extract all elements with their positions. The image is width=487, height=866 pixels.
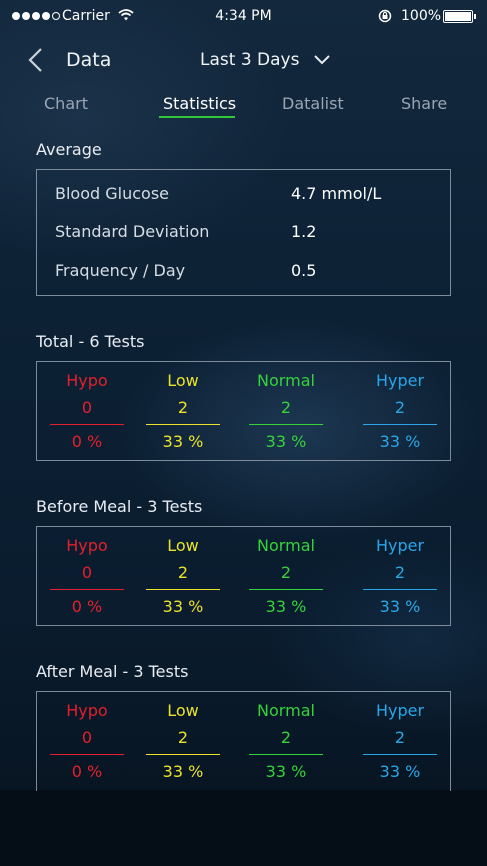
stat-count: 2 <box>280 563 292 582</box>
stat-name: Hyper <box>375 536 425 555</box>
stat-divider <box>249 424 323 425</box>
stat-name: Low <box>167 371 199 390</box>
tab-datalist[interactable]: Datalist <box>282 94 344 113</box>
stat-count: 2 <box>280 398 292 417</box>
carrier-label: Carrier <box>62 8 110 24</box>
stat-name: Hyper <box>375 371 425 390</box>
active-tab-indicator <box>159 116 235 118</box>
stat-divider <box>363 424 437 425</box>
tab-share[interactable]: Share <box>401 94 448 113</box>
stat-divider <box>146 424 220 425</box>
stat-divider <box>249 754 323 755</box>
stat-name: Normal <box>257 536 315 555</box>
stat-percent: 33 % <box>162 597 204 616</box>
stat-divider <box>146 754 220 755</box>
date-range-label: Last 3 Days <box>200 50 300 70</box>
stat-percent: 0 % <box>71 597 103 616</box>
rotation-lock-icon <box>378 9 392 23</box>
stat-percent: 33 % <box>379 762 421 781</box>
stat-count: 2 <box>394 728 406 747</box>
stat-name: Normal <box>257 371 315 390</box>
stat-divider <box>50 589 124 590</box>
after-meal-title: After Meal - 3 Tests <box>36 662 189 681</box>
clock: 4:34 PM <box>215 8 272 24</box>
average-title: Average <box>36 140 102 159</box>
battery-percentage: 100% <box>401 8 442 24</box>
stat-divider <box>363 754 437 755</box>
stat-name: Hypo <box>66 536 108 555</box>
stat-percent: 33 % <box>265 597 307 616</box>
stat-percent: 33 % <box>379 432 421 451</box>
stat-percent: 33 % <box>265 432 307 451</box>
stat-name: Hyper <box>375 701 425 720</box>
stat-name: Hypo <box>66 701 108 720</box>
after-meal-box: Hypo 0 0 % Low 2 33 % Normal 2 33 % Hype… <box>36 691 451 791</box>
back-icon[interactable] <box>26 46 44 74</box>
stat-count: 2 <box>394 563 406 582</box>
average-value: 4.7 mmol/L <box>291 184 382 203</box>
tab-statistics[interactable]: Statistics <box>163 94 237 113</box>
stat-percent: 0 % <box>71 762 103 781</box>
stat-percent: 33 % <box>162 432 204 451</box>
stat-divider <box>50 424 124 425</box>
stat-count: 2 <box>280 728 292 747</box>
average-value: 1.2 <box>291 222 317 241</box>
stat-name: Low <box>167 536 199 555</box>
stat-count: 0 <box>81 398 93 417</box>
stat-divider <box>363 589 437 590</box>
stat-count: 0 <box>81 728 93 747</box>
stat-count: 2 <box>177 398 189 417</box>
stat-name: Hypo <box>66 371 108 390</box>
average-value: 0.5 <box>291 261 317 280</box>
stat-divider <box>249 589 323 590</box>
tab-chart[interactable]: Chart <box>44 94 88 113</box>
stat-percent: 33 % <box>162 762 204 781</box>
tab-bar: Chart Statistics Datalist Share <box>0 92 487 122</box>
stat-divider <box>50 754 124 755</box>
stat-name: Normal <box>257 701 315 720</box>
stat-count: 2 <box>177 563 189 582</box>
status-bar: Carrier 4:34 PM 100% <box>0 0 487 34</box>
total-tests-title: Total - 6 Tests <box>36 332 145 351</box>
bottom-band <box>0 790 487 866</box>
before-meal-box: Hypo 0 0 % Low 2 33 % Normal 2 33 % Hype… <box>36 526 451 626</box>
stat-divider <box>146 589 220 590</box>
total-tests-box: Hypo 0 0 % Low 2 33 % Normal 2 33 % Hype… <box>36 361 451 461</box>
signal-strength-icon <box>12 10 60 22</box>
stat-percent: 33 % <box>265 762 307 781</box>
average-label: Standard Deviation <box>55 222 210 241</box>
stat-percent: 33 % <box>379 597 421 616</box>
nav-bar: Data Last 3 Days <box>0 40 487 84</box>
average-label: Fraquency / Day <box>55 261 186 280</box>
stat-count: 2 <box>394 398 406 417</box>
before-meal-title: Before Meal - 3 Tests <box>36 497 203 516</box>
date-range-dropdown[interactable]: Last 3 Days <box>200 50 331 70</box>
average-box: Blood Glucose 4.7 mmol/L Standard Deviat… <box>36 169 451 296</box>
chevron-down-icon <box>314 55 331 65</box>
average-label: Blood Glucose <box>55 184 169 203</box>
stat-count: 2 <box>177 728 189 747</box>
battery-icon <box>443 10 476 23</box>
stat-count: 0 <box>81 563 93 582</box>
wifi-icon <box>118 9 134 21</box>
stat-name: Low <box>167 701 199 720</box>
stat-percent: 0 % <box>71 432 103 451</box>
page-title: Data <box>66 49 112 71</box>
